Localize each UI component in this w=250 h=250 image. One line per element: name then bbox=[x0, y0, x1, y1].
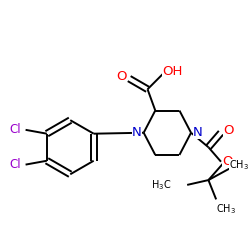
Text: Cl: Cl bbox=[9, 158, 21, 171]
Text: CH$_3$: CH$_3$ bbox=[229, 159, 249, 172]
Text: N: N bbox=[132, 126, 142, 139]
Text: O: O bbox=[224, 124, 234, 137]
Text: N: N bbox=[193, 126, 203, 139]
Text: H$_3$C: H$_3$C bbox=[152, 178, 172, 192]
Text: CH$_3$: CH$_3$ bbox=[216, 202, 236, 216]
Text: O: O bbox=[222, 155, 233, 168]
Text: OH: OH bbox=[162, 65, 183, 78]
Text: Cl: Cl bbox=[9, 123, 21, 136]
Text: O: O bbox=[116, 70, 127, 83]
